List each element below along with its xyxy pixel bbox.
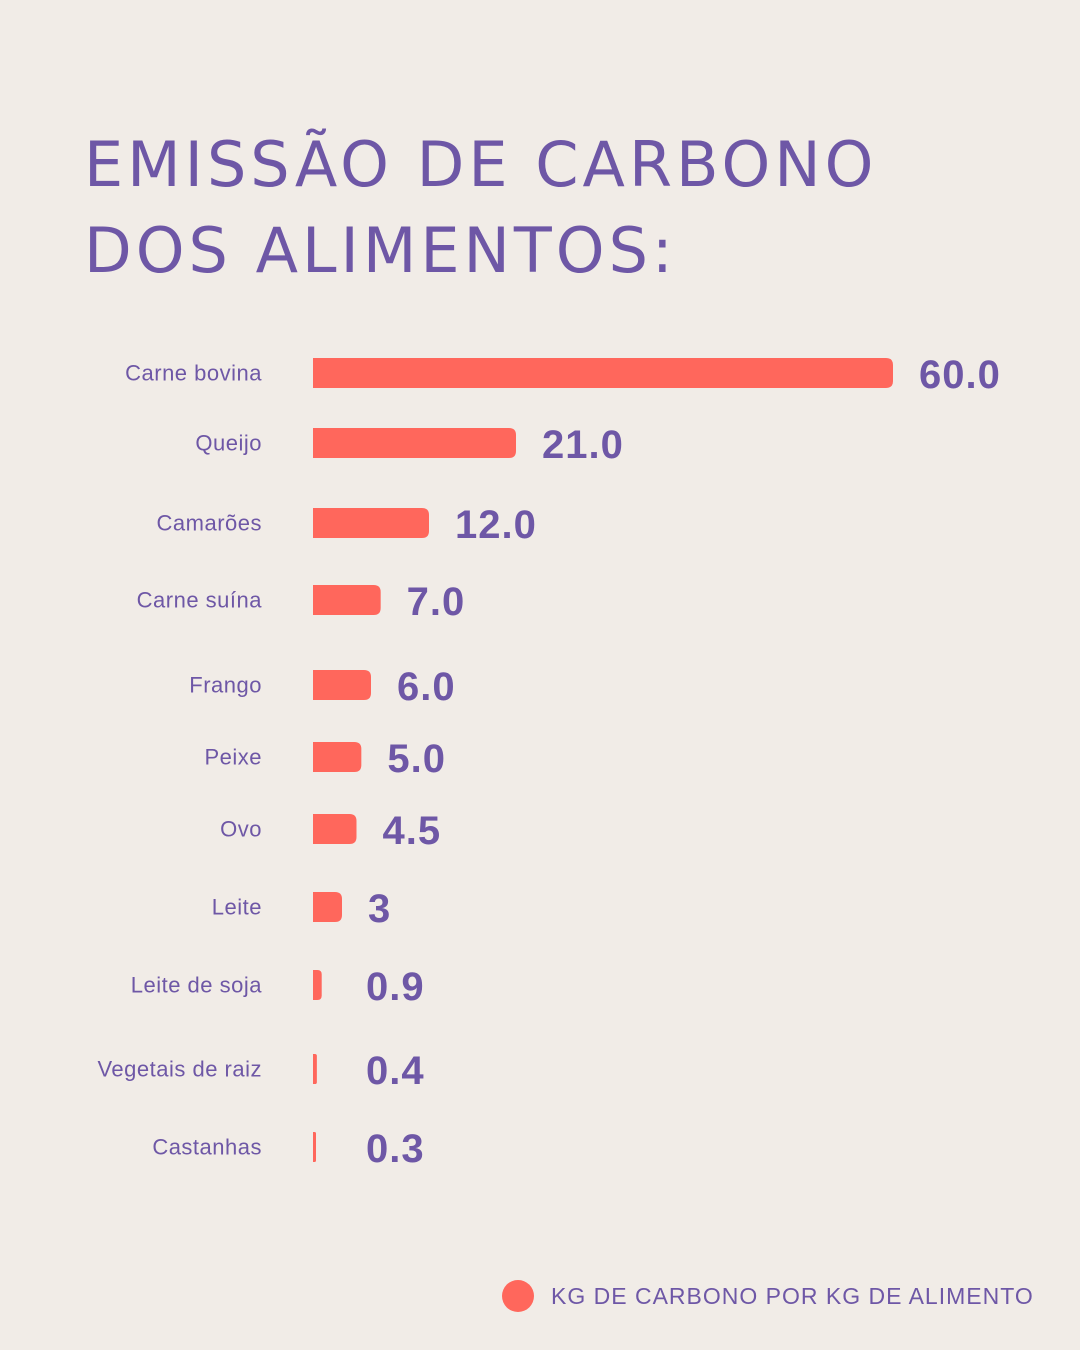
legend-swatch xyxy=(502,1280,534,1312)
bar xyxy=(313,508,429,538)
bar xyxy=(313,970,322,1000)
legend: KG DE CARBONO POR KG DE ALIMENTO xyxy=(502,1280,1034,1312)
category-label: Frango xyxy=(189,673,262,698)
value-label: 3 xyxy=(368,887,391,931)
category-label: Camarões xyxy=(157,511,262,536)
category-label: Leite de soja xyxy=(131,973,263,998)
bar xyxy=(313,892,342,922)
chart-title-line-1: EMISSÃO DE CARBONO xyxy=(84,128,878,201)
value-label: 0.9 xyxy=(366,965,425,1009)
bar xyxy=(313,585,381,615)
category-label: Leite xyxy=(212,895,262,920)
bar xyxy=(313,1132,316,1162)
category-label: Vegetais de raiz xyxy=(97,1057,262,1082)
value-label: 7.0 xyxy=(407,580,466,624)
bar xyxy=(313,1054,317,1084)
bar xyxy=(313,670,371,700)
value-label: 4.5 xyxy=(383,809,442,853)
category-label: Queijo xyxy=(195,431,262,456)
legend-label: KG DE CARBONO POR KG DE ALIMENTO xyxy=(551,1282,1034,1309)
value-label: 5.0 xyxy=(387,737,446,781)
category-label: Castanhas xyxy=(152,1135,262,1160)
value-label: 6.0 xyxy=(397,665,456,709)
value-label: 0.4 xyxy=(366,1049,425,1093)
bar xyxy=(313,358,893,388)
value-label: 0.3 xyxy=(366,1127,425,1171)
value-label: 60.0 xyxy=(919,353,1001,397)
chart-title-line-2: DOS ALIMENTOS: xyxy=(84,214,677,287)
bar xyxy=(313,428,516,458)
category-label: Ovo xyxy=(220,817,262,842)
category-label: Carne bovina xyxy=(125,361,262,386)
category-label: Carne suína xyxy=(137,588,263,613)
bar xyxy=(313,814,357,844)
category-label: Peixe xyxy=(204,745,262,770)
value-label: 21.0 xyxy=(542,423,624,467)
chart-title: EMISSÃO DE CARBONO DOS ALIMENTOS: xyxy=(84,122,877,294)
bar xyxy=(313,742,362,772)
value-label: 12.0 xyxy=(455,503,537,547)
